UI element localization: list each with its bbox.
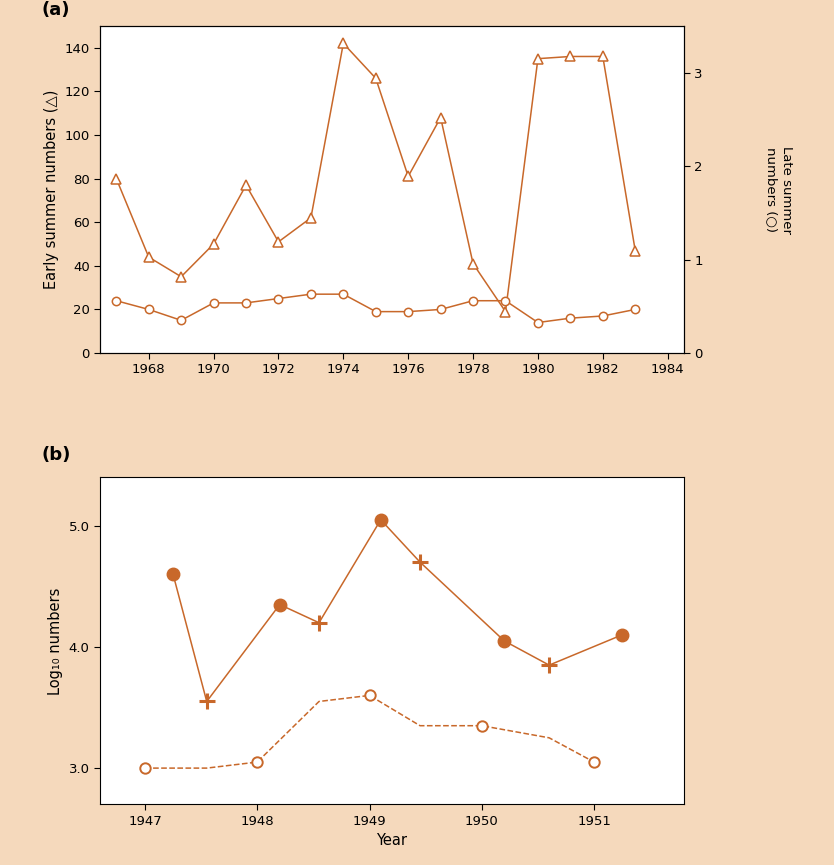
Y-axis label: Early summer numbers (△): Early summer numbers (△) [43, 90, 58, 289]
Text: (a): (a) [42, 2, 70, 19]
Text: (b): (b) [42, 446, 71, 465]
Y-axis label: Log₁₀ numbers: Log₁₀ numbers [48, 587, 63, 695]
Y-axis label: Late summer
numbers (○): Late summer numbers (○) [765, 145, 793, 234]
X-axis label: Year: Year [376, 833, 408, 849]
